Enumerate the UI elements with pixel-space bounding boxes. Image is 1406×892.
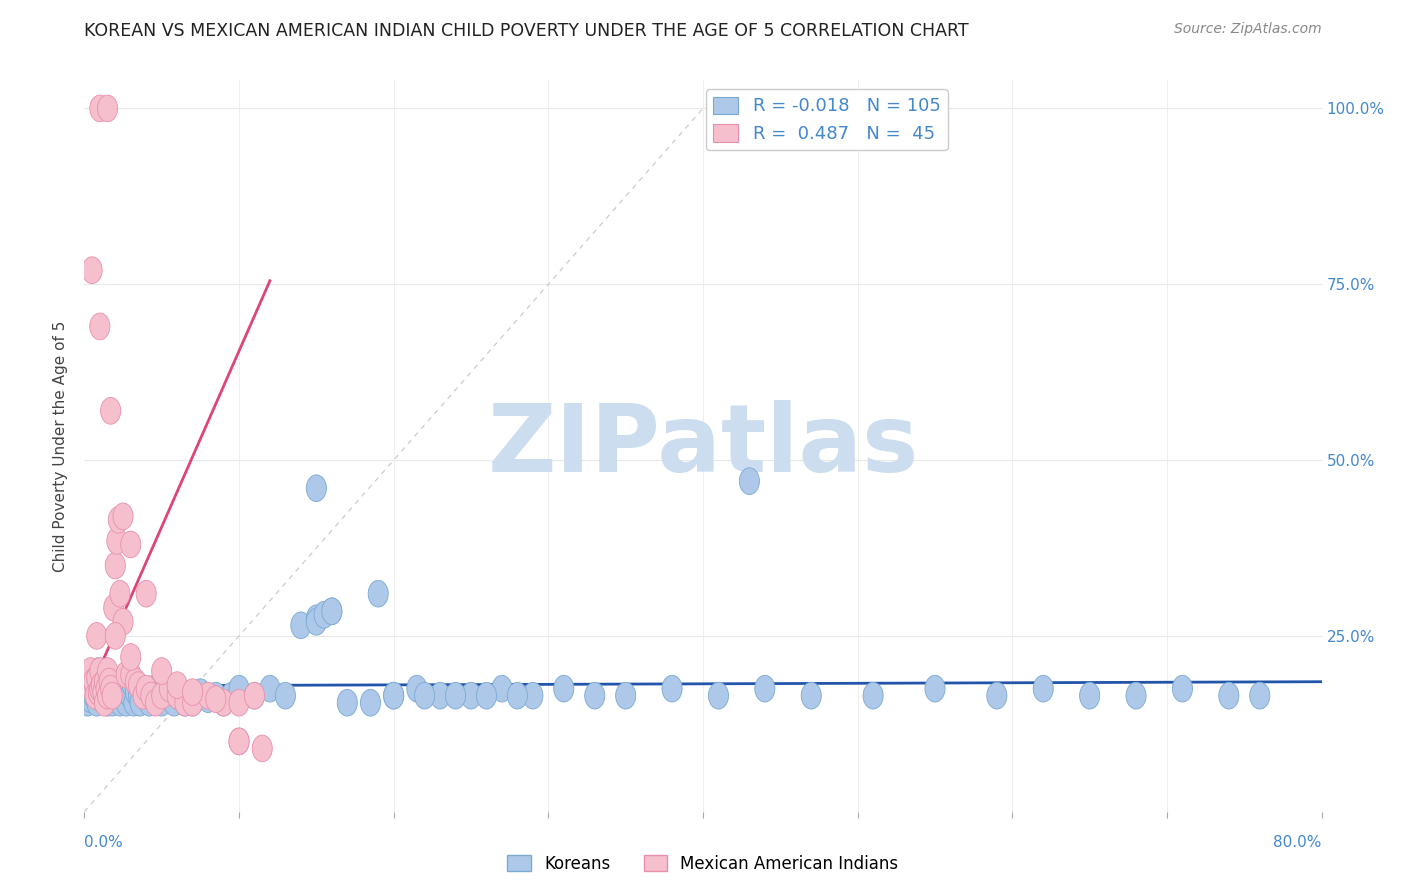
Text: KOREAN VS MEXICAN AMERICAN INDIAN CHILD POVERTY UNDER THE AGE OF 5 CORRELATION C: KOREAN VS MEXICAN AMERICAN INDIAN CHILD …	[84, 22, 969, 40]
Text: ZIPatlas: ZIPatlas	[488, 400, 918, 492]
Legend: Koreans, Mexican American Indians: Koreans, Mexican American Indians	[501, 848, 905, 880]
Text: Source: ZipAtlas.com: Source: ZipAtlas.com	[1174, 22, 1322, 37]
Text: 80.0%: 80.0%	[1274, 836, 1322, 850]
Y-axis label: Child Poverty Under the Age of 5: Child Poverty Under the Age of 5	[53, 320, 69, 572]
Text: 0.0%: 0.0%	[84, 836, 124, 850]
Legend: R = -0.018   N = 105, R =  0.487   N =  45: R = -0.018 N = 105, R = 0.487 N = 45	[706, 89, 948, 151]
